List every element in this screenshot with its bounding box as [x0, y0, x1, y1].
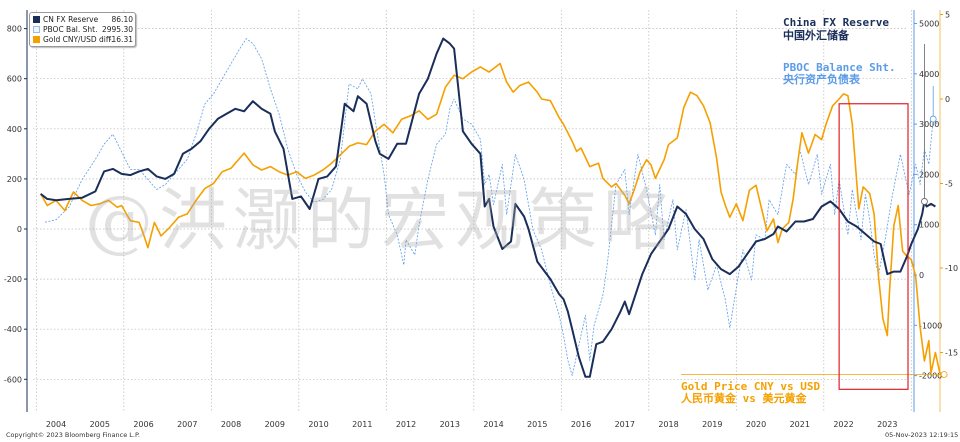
- annotation-fx-cn: 中国外汇储备: [783, 28, 850, 42]
- x-tick-label: 2005: [90, 420, 110, 429]
- blue-tick-label: 1000: [919, 221, 939, 230]
- legend-value: -16.31: [108, 35, 133, 44]
- x-tick-label: 2015: [527, 420, 547, 429]
- legend: CN FX Reserve 86.10 PBOC Bal. Sht. 2995.…: [29, 12, 136, 47]
- legend-value: 86.10: [111, 15, 133, 24]
- x-tick-label: 2013: [440, 420, 460, 429]
- x-tick-label: 2021: [790, 420, 810, 429]
- orange-tick-label: -5: [945, 180, 953, 189]
- x-tick-label: 2009: [265, 420, 285, 429]
- gridlines: [33, 10, 912, 412]
- gold-end-marker: [940, 371, 948, 378]
- timestamp-text: 05-Nov-2023 12:19:15: [885, 431, 959, 439]
- legend-swatch-gold: [33, 36, 40, 43]
- highlight-box: [838, 103, 909, 390]
- x-tick-label: 2018: [658, 420, 678, 429]
- orange-tick-label: 0: [945, 95, 950, 104]
- left-tick-label: 200: [7, 175, 22, 184]
- x-tick-label: 2010: [308, 420, 328, 429]
- annotation-gold-en: Gold Price CNY vs USD: [681, 380, 820, 393]
- series-line-cn-fx-reserve: [40, 37, 936, 378]
- legend-label: Gold CNY/USD diff.: [43, 35, 114, 44]
- annotation-gold-cn: 人民币黄金 vs 美元黄金: [681, 391, 807, 405]
- x-tick-label: 2022: [833, 420, 853, 429]
- annotation-pboc-cn: 央行资产负债表: [783, 72, 861, 86]
- legend-swatch-fx: [33, 16, 40, 23]
- x-tick-label: 2020: [746, 420, 766, 429]
- copyright-text: Copyright© 2023 Bloomberg Finance L.P.: [6, 431, 140, 439]
- blue-tick-label: -1000: [919, 321, 942, 330]
- blue-tick-label: 3000: [919, 120, 939, 129]
- legend-label: PBOC Bal. Sht.: [43, 25, 98, 34]
- axes: [26, 10, 941, 412]
- x-tick-label: 2016: [571, 420, 591, 429]
- left-tick-label: -600: [4, 375, 22, 384]
- x-axis-ticks: 2004 2005 2006 2007 2008 2009 2010 2011 2012 2013…: [46, 420, 898, 429]
- x-tick-label: 2004: [46, 420, 66, 429]
- x-tick-label: 2006: [133, 420, 153, 429]
- legend-item-gold: Gold CNY/USD diff. -16.31: [33, 35, 133, 45]
- x-tick-label: 2012: [396, 420, 416, 429]
- series-lines: [39, 37, 945, 378]
- pboc-end-marker: [929, 115, 937, 123]
- blue-tick-label: 4000: [919, 70, 939, 79]
- left-tick-label: 800: [7, 25, 22, 34]
- blue-tick-label: 2000: [919, 170, 939, 179]
- left-tick-label: 400: [7, 125, 22, 134]
- x-tick-label: 2023: [877, 420, 897, 429]
- orange-tick-label: 5: [945, 11, 950, 20]
- blue-tick-label: 5000: [919, 20, 939, 29]
- series-line-gold-cny-usd-diff: [39, 62, 945, 376]
- right-orange-axis-ticks: -15 -10 -5 0 5: [940, 11, 958, 358]
- x-tick-label: 2007: [177, 420, 197, 429]
- legend-label: CN FX Reserve: [43, 15, 99, 24]
- legend-value: 2995.30: [101, 25, 133, 34]
- left-tick-label: 600: [7, 75, 22, 84]
- end-markers: [681, 44, 948, 378]
- annotation-pboc-en: PBOC Balance Sht.: [783, 61, 896, 74]
- blue-tick-label: -2000: [919, 372, 942, 381]
- legend-item-pboc: PBOC Bal. Sht. 2995.30: [33, 25, 133, 35]
- legend-swatch-pboc: [33, 26, 40, 33]
- annotation-fx-en: China FX Reserve: [783, 16, 889, 29]
- fx-end-marker: [921, 198, 928, 205]
- blue-tick-label: 0: [919, 271, 924, 280]
- orange-tick-label: -15: [945, 349, 958, 358]
- left-tick-label: -400: [4, 325, 22, 334]
- left-tick-label: 0: [17, 225, 22, 234]
- x-tick-label: 2014: [483, 420, 503, 429]
- series-line-pboc-bal-sht: [45, 38, 938, 376]
- left-axis-ticks: -600 -400 -200 0 200 400 600 800: [4, 25, 27, 384]
- orange-tick-label: -10: [945, 264, 958, 273]
- x-tick-label: 2019: [702, 420, 722, 429]
- x-tick-label: 2008: [221, 420, 241, 429]
- left-tick-label: -200: [4, 275, 22, 284]
- x-tick-label: 2011: [352, 420, 372, 429]
- legend-item-fx: CN FX Reserve 86.10: [33, 15, 133, 25]
- right-blue-axis-ticks: -2000 -1000 0 1000 2000 3000 4000 5000: [914, 20, 942, 381]
- x-tick-label: 2017: [615, 420, 635, 429]
